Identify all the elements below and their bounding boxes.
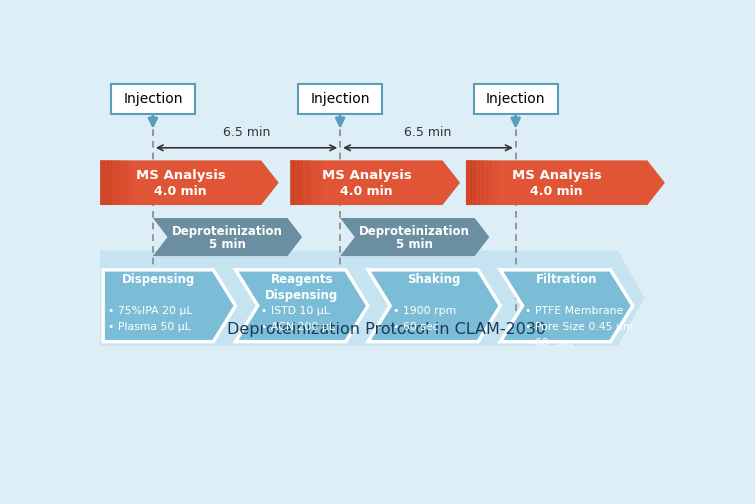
Polygon shape <box>100 160 103 205</box>
Polygon shape <box>100 250 644 346</box>
Polygon shape <box>307 160 310 205</box>
Text: 6.5 min: 6.5 min <box>223 127 270 139</box>
Polygon shape <box>471 160 475 205</box>
Polygon shape <box>301 160 304 205</box>
Polygon shape <box>340 218 489 256</box>
Text: Filtration: Filtration <box>536 273 597 286</box>
Text: • 60 sec: • 60 sec <box>393 322 439 332</box>
Text: • 75%IPA 20 μL: • 75%IPA 20 μL <box>108 306 193 316</box>
Polygon shape <box>309 160 313 205</box>
Polygon shape <box>368 270 501 342</box>
Text: 4.0 min: 4.0 min <box>341 185 393 198</box>
Polygon shape <box>315 160 318 205</box>
Polygon shape <box>122 160 125 205</box>
Text: Reagents
Dispensing: Reagents Dispensing <box>265 273 338 302</box>
Polygon shape <box>119 160 122 205</box>
Polygon shape <box>100 160 279 205</box>
Polygon shape <box>298 160 302 205</box>
Polygon shape <box>127 160 131 205</box>
Text: Injection: Injection <box>486 92 545 106</box>
Polygon shape <box>482 160 485 205</box>
Text: 5 min: 5 min <box>209 238 246 251</box>
Polygon shape <box>493 160 496 205</box>
Polygon shape <box>466 160 469 205</box>
Polygon shape <box>116 160 119 205</box>
Polygon shape <box>291 160 294 205</box>
Polygon shape <box>106 160 109 205</box>
Polygon shape <box>490 160 493 205</box>
Polygon shape <box>114 160 117 205</box>
Polygon shape <box>296 160 299 205</box>
Polygon shape <box>153 218 302 256</box>
Polygon shape <box>108 160 112 205</box>
Text: 5 min: 5 min <box>396 238 433 251</box>
Polygon shape <box>304 160 307 205</box>
Text: MS Analysis: MS Analysis <box>136 169 226 182</box>
Text: 4.0 min: 4.0 min <box>530 185 583 198</box>
Polygon shape <box>488 160 491 205</box>
Text: 6.5 min: 6.5 min <box>404 127 451 139</box>
Text: MS Analysis: MS Analysis <box>512 169 602 182</box>
Text: Injection: Injection <box>310 92 370 106</box>
Text: Shaking: Shaking <box>408 273 461 286</box>
Text: 4.0 min: 4.0 min <box>154 185 207 198</box>
Text: Injection: Injection <box>123 92 183 106</box>
Text: • PTFE Membrane: • PTFE Membrane <box>525 306 624 316</box>
Polygon shape <box>291 160 460 205</box>
Text: • ACN 200 μL: • ACN 200 μL <box>260 322 334 332</box>
Text: • ISTD 10 μL: • ISTD 10 μL <box>260 306 330 316</box>
Text: Deproteinization: Deproteinization <box>172 225 283 238</box>
Polygon shape <box>111 160 114 205</box>
Text: • 1900 rpm: • 1900 rpm <box>393 306 456 316</box>
FancyBboxPatch shape <box>111 84 195 113</box>
Text: Deproteinization Protocol in CLAM-2030: Deproteinization Protocol in CLAM-2030 <box>227 322 547 337</box>
Polygon shape <box>125 160 128 205</box>
FancyBboxPatch shape <box>473 84 558 113</box>
Polygon shape <box>293 160 297 205</box>
Polygon shape <box>476 160 480 205</box>
Text: • Pore Size 0.45 μm: • Pore Size 0.45 μm <box>525 322 634 332</box>
Text: Dispensing: Dispensing <box>122 273 195 286</box>
Polygon shape <box>479 160 482 205</box>
Text: • Plasma 50 μL: • Plasma 50 μL <box>108 322 191 332</box>
Text: Deproteinization: Deproteinization <box>359 225 470 238</box>
Polygon shape <box>317 160 320 205</box>
Polygon shape <box>466 160 665 205</box>
Polygon shape <box>312 160 315 205</box>
Text: MS Analysis: MS Analysis <box>322 169 411 182</box>
Polygon shape <box>474 160 477 205</box>
Polygon shape <box>103 160 106 205</box>
Polygon shape <box>501 270 633 342</box>
FancyBboxPatch shape <box>298 84 382 113</box>
Polygon shape <box>236 270 368 342</box>
Polygon shape <box>469 160 472 205</box>
Polygon shape <box>103 270 236 342</box>
Polygon shape <box>485 160 488 205</box>
Text: • 60  sec: • 60 sec <box>525 338 575 348</box>
